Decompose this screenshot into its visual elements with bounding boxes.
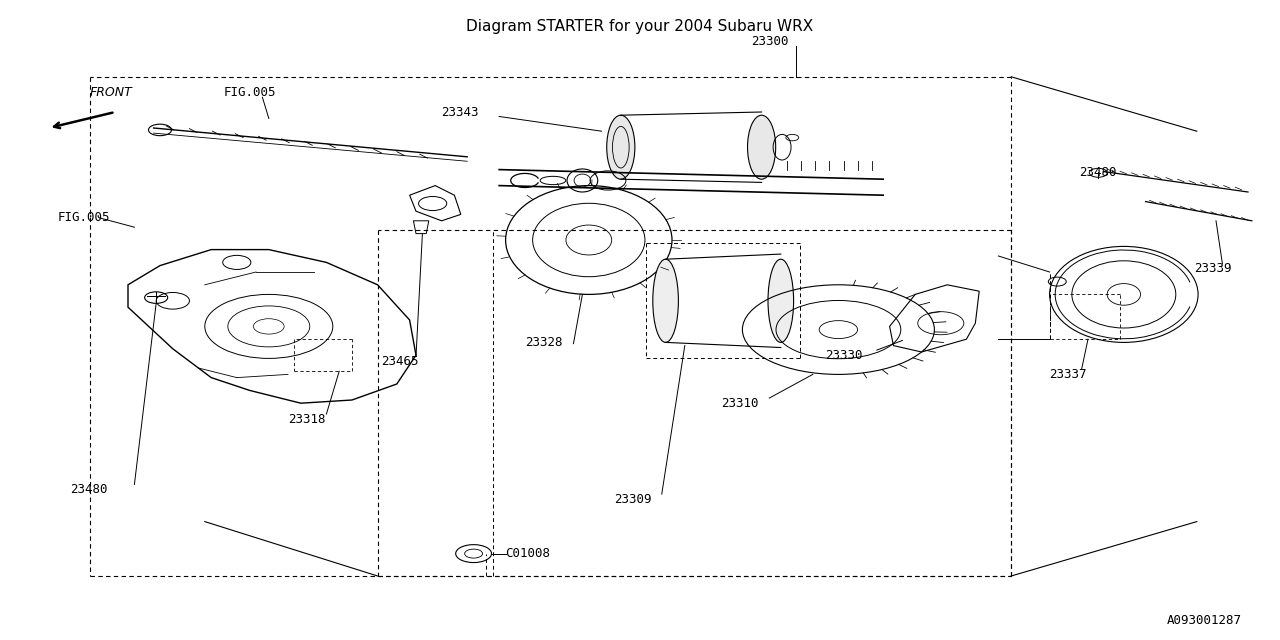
Ellipse shape xyxy=(748,115,776,179)
Text: FIG.005: FIG.005 xyxy=(224,86,276,99)
Text: 23330: 23330 xyxy=(826,349,863,362)
Text: 23465: 23465 xyxy=(381,355,419,368)
Text: 23309: 23309 xyxy=(614,493,652,506)
Text: A093001287: A093001287 xyxy=(1166,614,1242,627)
Text: FRONT: FRONT xyxy=(90,86,132,99)
Text: 23480: 23480 xyxy=(1079,166,1116,179)
Ellipse shape xyxy=(653,259,678,342)
Text: 23339: 23339 xyxy=(1194,262,1231,275)
Text: 23480: 23480 xyxy=(70,483,108,496)
Text: FIG.005: FIG.005 xyxy=(58,211,110,224)
Text: 23343: 23343 xyxy=(442,106,479,118)
Ellipse shape xyxy=(607,115,635,179)
Text: 23328: 23328 xyxy=(525,336,562,349)
Ellipse shape xyxy=(768,259,794,342)
Text: 23300: 23300 xyxy=(751,35,788,48)
Text: C01008: C01008 xyxy=(506,547,550,560)
Text: 23318: 23318 xyxy=(288,413,325,426)
Text: Diagram STARTER for your 2004 Subaru WRX: Diagram STARTER for your 2004 Subaru WRX xyxy=(466,19,814,34)
Text: 23310: 23310 xyxy=(721,397,758,410)
Text: 23337: 23337 xyxy=(1050,368,1087,381)
